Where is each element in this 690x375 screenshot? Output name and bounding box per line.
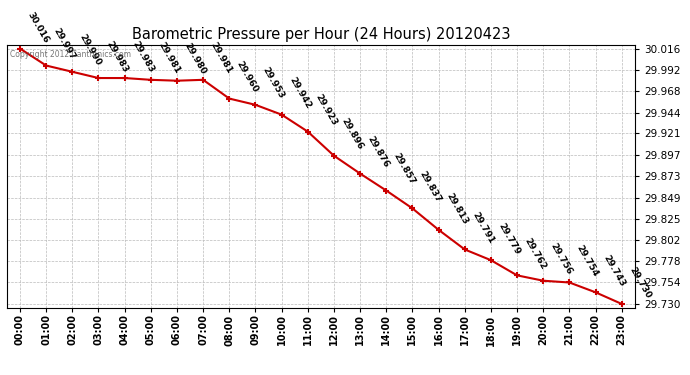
Text: 29.813: 29.813 xyxy=(444,191,469,226)
Text: 29.730: 29.730 xyxy=(627,265,653,300)
Text: 29.953: 29.953 xyxy=(261,66,286,100)
Text: 29.997: 29.997 xyxy=(52,27,77,62)
Text: 29.857: 29.857 xyxy=(392,152,417,186)
Text: 29.743: 29.743 xyxy=(601,254,627,288)
Text: 29.779: 29.779 xyxy=(497,221,522,256)
Text: 29.983: 29.983 xyxy=(104,39,129,74)
Text: 29.983: 29.983 xyxy=(130,39,155,74)
Text: Copyright 2012 Cantronics.com: Copyright 2012 Cantronics.com xyxy=(10,50,131,59)
Text: 29.896: 29.896 xyxy=(339,117,365,152)
Title: Barometric Pressure per Hour (24 Hours) 20120423: Barometric Pressure per Hour (24 Hours) … xyxy=(132,27,510,42)
Text: 29.762: 29.762 xyxy=(522,237,548,271)
Text: 30.016: 30.016 xyxy=(26,10,50,44)
Text: 29.791: 29.791 xyxy=(471,210,495,245)
Text: 29.754: 29.754 xyxy=(575,243,600,278)
Text: 29.981: 29.981 xyxy=(157,41,181,76)
Text: 29.990: 29.990 xyxy=(78,33,103,68)
Text: 29.980: 29.980 xyxy=(183,42,208,76)
Text: 29.942: 29.942 xyxy=(287,76,313,111)
Text: 29.837: 29.837 xyxy=(418,170,443,204)
Text: 29.960: 29.960 xyxy=(235,60,260,94)
Text: 29.923: 29.923 xyxy=(313,93,339,128)
Text: 29.981: 29.981 xyxy=(208,41,234,76)
Text: 29.756: 29.756 xyxy=(549,242,574,276)
Text: 29.876: 29.876 xyxy=(366,135,391,170)
